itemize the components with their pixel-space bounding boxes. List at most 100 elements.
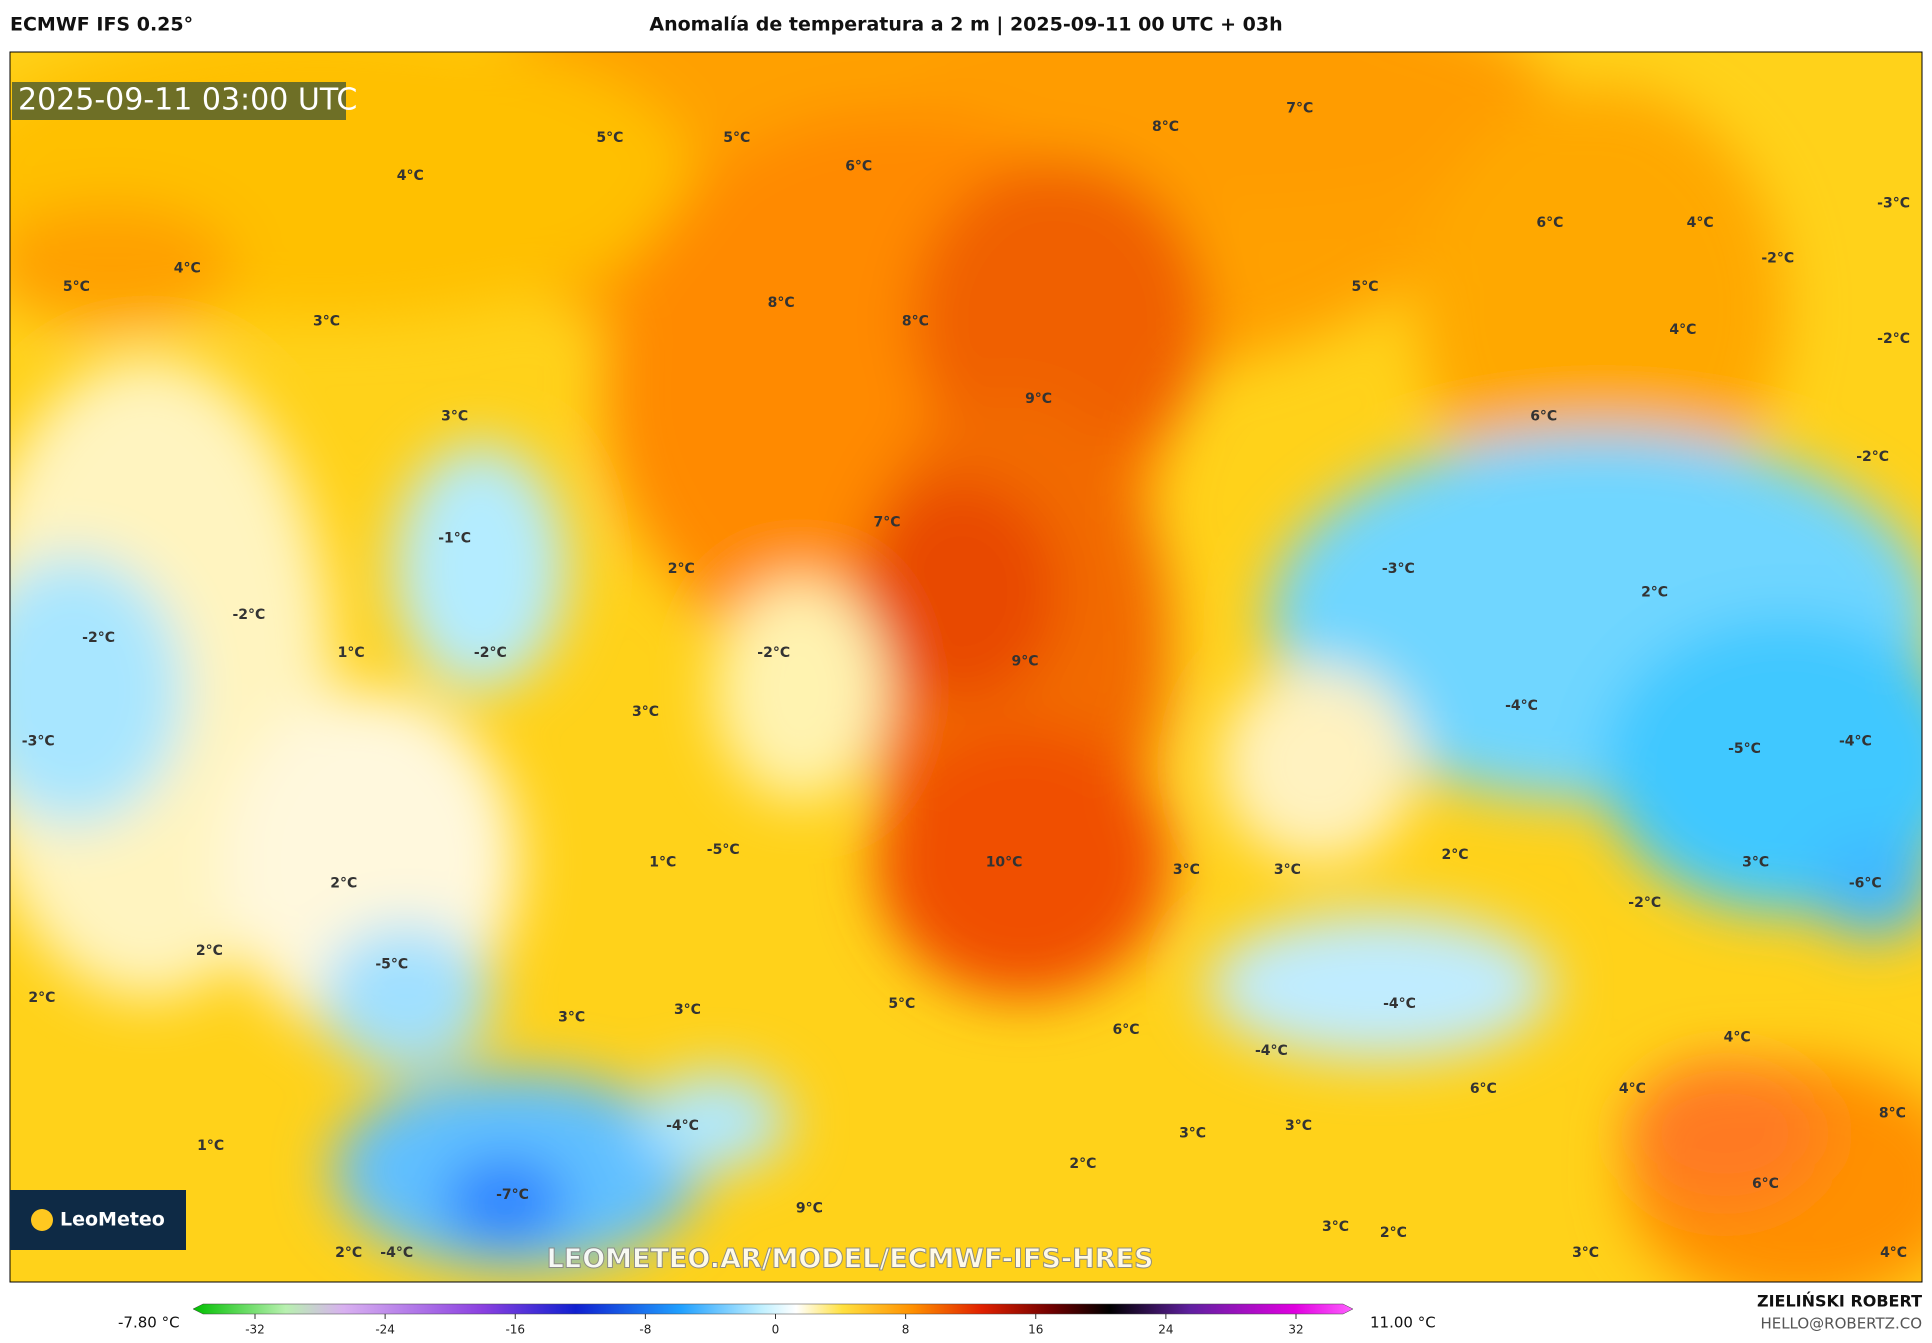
- contour-labels: 4°C 5°C 5°C 6°C 8°C 7°C 4°C 5°C 3°C 8°C 8°C 3°C 9°C 6…: [22, 100, 1910, 1261]
- contour-label: 6°C: [1530, 408, 1557, 424]
- contour-label: 2°C: [1069, 1156, 1096, 1172]
- contour-label: 4°C: [397, 168, 424, 184]
- anomaly-area: [443, 1158, 567, 1245]
- anomaly-area: [394, 443, 567, 690]
- watermark: LEOMETEO.AR/MODEL/ECMWF-IFS-HRES: [547, 1244, 1154, 1275]
- contour-label: 4°C: [174, 261, 201, 277]
- contour-label: 2°C: [196, 943, 223, 959]
- contour-label: 6°C: [1470, 1081, 1497, 1097]
- contour-label: 5°C: [1352, 279, 1379, 295]
- anomaly-area: [862, 480, 1060, 703]
- contour-label: -1°C: [438, 530, 471, 546]
- anomaly-area: [1601, 616, 1922, 912]
- contour-label: 9°C: [796, 1201, 823, 1217]
- colorbar-max-label: 11.00 °C: [1370, 1314, 1436, 1332]
- contour-label: 4°C: [1724, 1029, 1751, 1045]
- contour-label: -4°C: [666, 1118, 699, 1134]
- contour-label: -2°C: [1761, 251, 1794, 267]
- contour-label: 6°C: [1113, 1022, 1140, 1038]
- contour-label: 3°C: [632, 704, 659, 720]
- contour-label: -2°C: [82, 630, 115, 646]
- colorbar-tick-label: 8: [902, 1323, 910, 1337]
- contour-label: 10°C: [986, 854, 1023, 870]
- contour-label: 3°C: [1322, 1219, 1349, 1235]
- colorbar-min-label: -7.80 °C: [118, 1314, 180, 1332]
- contour-label: 2°C: [330, 875, 357, 891]
- contour-label: 6°C: [1752, 1176, 1779, 1192]
- contour-label: 4°C: [1619, 1081, 1646, 1097]
- anomaly-area: [1219, 665, 1417, 863]
- anomaly-field: [10, 52, 1922, 1282]
- contour-label: 5°C: [63, 279, 90, 295]
- contour-label: -2°C: [757, 645, 790, 661]
- colorbar-ticks: -32 -24 -16 -8 0 8 16 24 32: [245, 1314, 1304, 1337]
- anomaly-area: [10, 203, 235, 327]
- contour-label: 3°C: [1179, 1125, 1206, 1141]
- contour-label: -5°C: [1728, 741, 1761, 757]
- anomaly-area: [714, 579, 888, 801]
- anomaly-area: [1811, 837, 1922, 937]
- anomaly-area: [10, 554, 185, 826]
- contour-label: 2°C: [1641, 585, 1668, 601]
- contour-label: -5°C: [375, 957, 408, 973]
- contour-label: 8°C: [1879, 1106, 1906, 1122]
- map-area: [10, 52, 1922, 1282]
- contour-label: 1°C: [338, 645, 365, 661]
- colorbar-tick-label: 16: [1028, 1323, 1043, 1337]
- contour-label: 9°C: [1012, 654, 1039, 670]
- contour-label: 5°C: [723, 130, 750, 146]
- contour-label: 2°C: [335, 1245, 362, 1261]
- contour-label: 8°C: [902, 314, 929, 330]
- colorbar-tick-label: 32: [1288, 1323, 1303, 1337]
- anomaly-area: [874, 726, 1171, 998]
- contour-label: -4°C: [1383, 996, 1416, 1012]
- anomaly-area: [1207, 911, 1553, 1060]
- contour-label: 5°C: [888, 996, 915, 1012]
- contour-label: 6°C: [1536, 215, 1563, 231]
- anomaly-area: [640, 1071, 789, 1171]
- contour-label: 2°C: [1380, 1225, 1407, 1241]
- contour-label: 2°C: [28, 990, 55, 1006]
- contour-label: 7°C: [1286, 100, 1313, 116]
- contour-label: 6°C: [845, 158, 872, 174]
- contour-label: 8°C: [1152, 119, 1179, 135]
- colorbar: [192, 1303, 1354, 1315]
- contour-label: 3°C: [1742, 854, 1769, 870]
- contour-label: -3°C: [1382, 561, 1415, 577]
- contour-label: -2°C: [474, 645, 507, 661]
- contour-label: -4°C: [1505, 698, 1538, 714]
- contour-label: 3°C: [1572, 1245, 1599, 1261]
- contour-label: -4°C: [1255, 1043, 1288, 1059]
- contour-label: 3°C: [313, 314, 340, 330]
- contour-label: 3°C: [1274, 862, 1301, 878]
- anomaly-area: [1416, 86, 1787, 530]
- contour-label: 2°C: [1441, 847, 1468, 863]
- contour-label: -2°C: [232, 607, 265, 623]
- contour-label: 1°C: [197, 1138, 224, 1154]
- contour-label: 7°C: [874, 514, 901, 530]
- colorbar-tick-label: 24: [1158, 1323, 1173, 1337]
- contour-label: -2°C: [1877, 331, 1910, 347]
- contour-label: 8°C: [768, 295, 795, 311]
- contour-label: -4°C: [380, 1245, 413, 1261]
- contour-label: 5°C: [596, 130, 623, 146]
- logo-text: LeoMeteo: [60, 1209, 165, 1231]
- map-title: Anomalía de temperatura a 2 m | 2025-09-…: [649, 14, 1282, 36]
- logo-sun: [31, 1209, 53, 1231]
- timestamp: 2025-09-11 03:00 UTC: [18, 83, 357, 118]
- map-frame: [9, 51, 1923, 1283]
- contour-label: 3°C: [441, 408, 468, 424]
- contour-label: -5°C: [707, 842, 740, 858]
- colorbar-tick-label: -24: [375, 1323, 395, 1337]
- contour-label: -6°C: [1849, 875, 1882, 891]
- timestamp-box: [12, 82, 346, 120]
- colorbar-tick-label: -16: [505, 1323, 525, 1337]
- contour-label: -4°C: [1839, 734, 1872, 750]
- contour-label: 2°C: [668, 561, 695, 577]
- contour-label: 3°C: [558, 1010, 585, 1026]
- colorbar-tick-label: -8: [639, 1323, 651, 1337]
- author: ZIELIŃSKI ROBERT: [1757, 1292, 1922, 1311]
- contour-label: -2°C: [1628, 895, 1661, 911]
